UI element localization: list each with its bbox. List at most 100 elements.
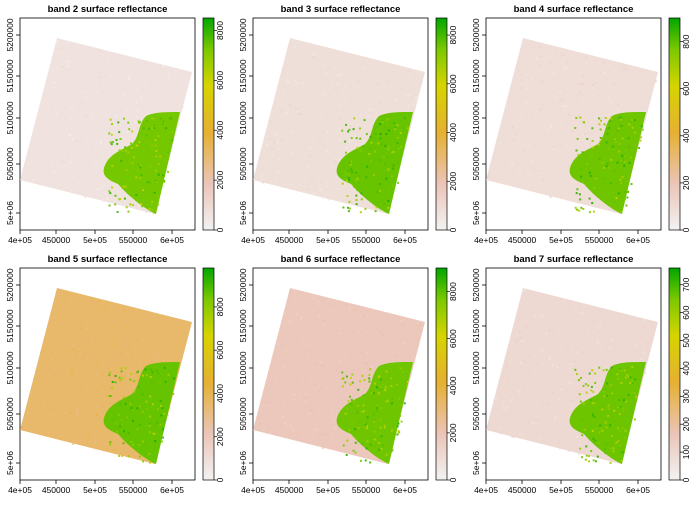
vegetation-texture <box>574 116 644 214</box>
y-tick-label: 5200000 <box>5 268 15 301</box>
legend-colorbar <box>435 17 448 231</box>
x-tick-label: 5e+05 <box>83 485 107 495</box>
y-tick-label: 5e+06 <box>471 451 481 475</box>
legend-tick-label: 700 <box>681 277 691 291</box>
x-tick-label: 450000 <box>42 235 71 245</box>
vegetation-texture <box>108 116 174 213</box>
legend-tick-label: 8000 <box>448 25 458 44</box>
panel-4: band 5 surface reflectance 4e+05 450000 5e+… <box>5 254 225 495</box>
y-tick-label: 5050000 <box>471 147 481 180</box>
legend-tick-label: 800 <box>681 34 691 48</box>
panel-title: band 6 surface reflectance <box>281 254 401 265</box>
x-tick-label: 550000 <box>352 485 381 495</box>
y-tick-label: 5150000 <box>5 59 15 92</box>
x-tick-label: 550000 <box>119 485 148 495</box>
panel-2: band 3 surface reflectance 4e+05 450000 5e+… <box>238 4 458 245</box>
x-tick-label: 5e+05 <box>316 235 340 245</box>
legend-tick-label: 200 <box>681 417 691 431</box>
legend-tick-label: 0 <box>215 227 225 232</box>
legend-tick-label: 8000 <box>215 21 225 40</box>
legend-colorbar <box>202 17 215 231</box>
panel-3: band 4 surface reflectance 4e+05 450000 5e+… <box>471 4 691 245</box>
y-tick-label: 5100000 <box>471 351 481 384</box>
legend-tick-label: 4000 <box>215 384 225 403</box>
legend-colorbar <box>202 267 215 481</box>
y-tick-label: 5100000 <box>471 101 481 134</box>
legend-tick-label: 6000 <box>215 71 225 90</box>
x-tick-label: 6e+05 <box>393 485 417 495</box>
y-tick-label: 5200000 <box>238 268 248 301</box>
x-tick-label: 450000 <box>275 235 304 245</box>
x-tick-label: 4e+05 <box>241 485 265 495</box>
panel-6: band 7 surface reflectance 4e+05 450000 5e+… <box>471 254 691 495</box>
vegetation-texture <box>341 117 409 214</box>
x-tick-label: 550000 <box>585 235 614 245</box>
vegetation-region <box>569 362 646 464</box>
y-tick-label: 5100000 <box>5 101 15 134</box>
x-tick-label: 4e+05 <box>8 485 32 495</box>
x-tick-label: 450000 <box>508 485 537 495</box>
y-tick-label: 5e+06 <box>238 201 248 225</box>
legend-tick-label: 400 <box>681 128 691 142</box>
x-tick-label: 4e+05 <box>8 235 32 245</box>
x-tick-label: 550000 <box>352 235 381 245</box>
y-tick-label: 5200000 <box>471 268 481 301</box>
legend-tick-label: 600 <box>681 81 691 95</box>
legend-tick-label: 6000 <box>448 74 458 93</box>
x-tick-label: 450000 <box>508 235 537 245</box>
x-tick-label: 5e+05 <box>549 485 573 495</box>
y-tick-label: 5100000 <box>5 351 15 384</box>
y-tick-label: 5150000 <box>238 309 248 342</box>
legend-tick-label: 2000 <box>215 427 225 446</box>
x-tick-label: 5e+05 <box>316 485 340 495</box>
x-tick-label: 4e+05 <box>241 235 265 245</box>
y-tick-label: 5100000 <box>238 101 248 134</box>
panel-title: band 4 surface reflectance <box>514 4 634 15</box>
legend-tick-label: 8000 <box>448 282 458 301</box>
x-tick-label: 450000 <box>275 485 304 495</box>
legend-tick-label: 0 <box>681 477 691 482</box>
legend-tick-label: 8000 <box>215 297 225 316</box>
x-tick-label: 5e+05 <box>549 235 573 245</box>
vegetation-texture <box>108 366 175 464</box>
scene-texture <box>495 288 651 456</box>
x-tick-label: 6e+05 <box>160 235 184 245</box>
y-tick-label: 5050000 <box>5 397 15 430</box>
y-tick-label: 5e+06 <box>5 451 15 475</box>
legend-tick-label: 0 <box>448 477 458 482</box>
x-tick-label: 4e+05 <box>474 235 498 245</box>
y-tick-label: 5e+06 <box>238 451 248 475</box>
x-tick-label: 6e+05 <box>626 235 650 245</box>
vegetation-region <box>336 112 413 214</box>
x-tick-label: 4e+05 <box>474 485 498 495</box>
y-tick-label: 5150000 <box>471 59 481 92</box>
vegetation-region <box>103 112 180 214</box>
legend-colorbar <box>668 267 681 481</box>
legend-tick-label: 2000 <box>448 172 458 191</box>
legend-tick-label: 4000 <box>448 123 458 142</box>
y-tick-label: 5050000 <box>5 147 15 180</box>
y-tick-label: 5100000 <box>238 351 248 384</box>
legend-tick-label: 200 <box>681 176 691 190</box>
x-tick-label: 6e+05 <box>160 485 184 495</box>
y-tick-label: 5050000 <box>238 397 248 430</box>
y-tick-label: 5150000 <box>471 309 481 342</box>
panel-title: band 5 surface reflectance <box>48 254 168 265</box>
panel-1: band 2 surface reflectance 4e+05 450000 5e+… <box>5 4 225 245</box>
legend-tick-label: 6000 <box>215 340 225 359</box>
x-tick-label: 550000 <box>119 235 148 245</box>
x-tick-label: 6e+05 <box>626 485 650 495</box>
vegetation-region <box>103 362 180 464</box>
legend-tick-label: 0 <box>215 477 225 482</box>
y-tick-label: 5200000 <box>471 18 481 51</box>
panel-title: band 2 surface reflectance <box>48 4 168 15</box>
legend-colorbar <box>435 267 448 481</box>
legend-tick-label: 300 <box>681 389 691 403</box>
y-tick-label: 5e+06 <box>5 201 15 225</box>
legend-tick-label: 2000 <box>215 170 225 189</box>
legend-colorbar <box>668 17 681 231</box>
legend-tick-label: 400 <box>681 361 691 375</box>
y-tick-label: 5150000 <box>238 59 248 92</box>
